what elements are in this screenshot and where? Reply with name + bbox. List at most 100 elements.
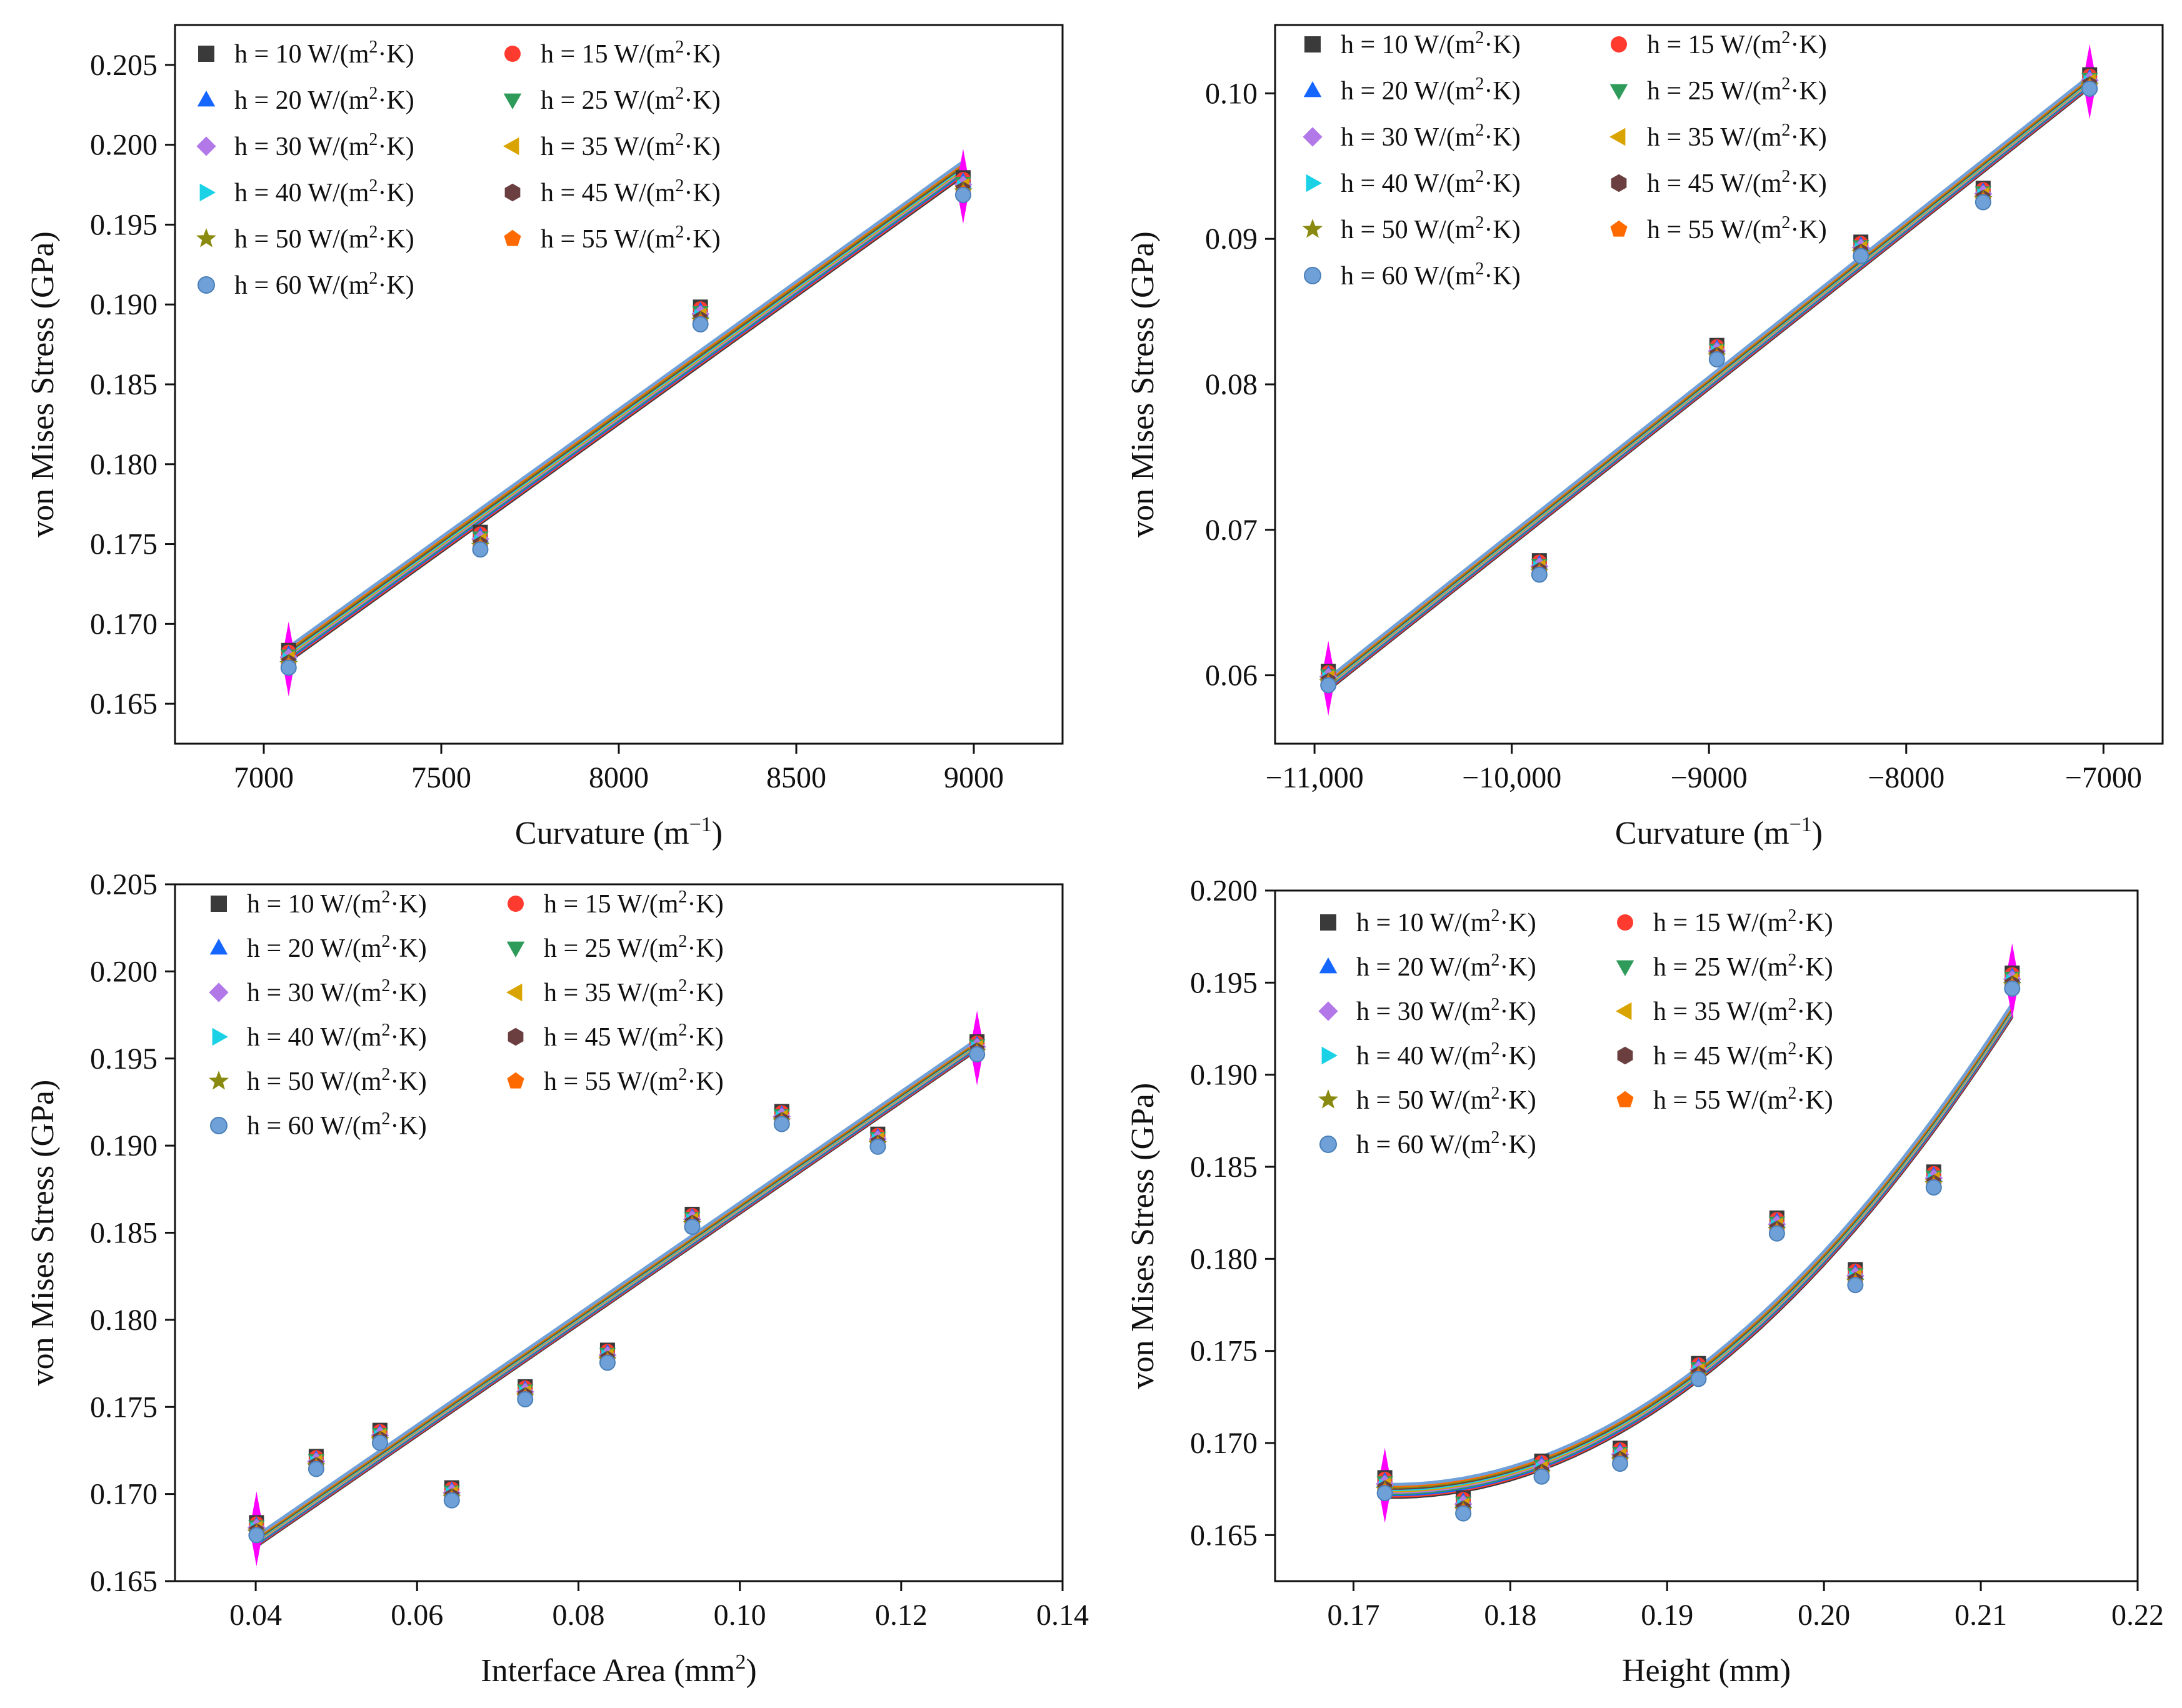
fit-curve-h25 bbox=[1384, 1012, 2014, 1496]
data-point-h60 bbox=[1768, 1225, 1785, 1242]
y-tick-label: 0.175 bbox=[90, 528, 158, 561]
fit-lines bbox=[1384, 1002, 2014, 1499]
legend-label-h60: h = 60 W/(m2·K) bbox=[234, 269, 414, 300]
y-tick-label: 0.180 bbox=[1190, 1242, 1258, 1276]
x-tick-label: 0.08 bbox=[552, 1599, 604, 1632]
legend-label-h40: h = 40 W/(m2·K) bbox=[247, 1021, 427, 1052]
x-tick-label: −10,000 bbox=[1462, 761, 1561, 794]
data-point-h60 bbox=[773, 1116, 790, 1132]
y-tick-label: 0.10 bbox=[1205, 77, 1258, 110]
legend-label-h30: h = 30 W/(m2·K) bbox=[1341, 121, 1521, 152]
legend-label-h50: h = 50 W/(m2·K) bbox=[234, 222, 414, 254]
chart-panel-3: 0.04 0.06 0.08 0.10 0.12 0.14 0.165 0.170 0.175 0… bbox=[25, 868, 1089, 1689]
data-point-h60 bbox=[1533, 1468, 1550, 1485]
star-icon bbox=[196, 228, 217, 247]
data-point-h60 bbox=[1853, 247, 1869, 264]
y-tick-label: 0.165 bbox=[90, 687, 158, 721]
legend-label-h40: h = 40 W/(m2·K) bbox=[234, 176, 414, 207]
legend-label-h45: h = 45 W/(m2·K) bbox=[1653, 1039, 1833, 1071]
data-points bbox=[279, 149, 973, 697]
square-icon bbox=[1320, 914, 1336, 931]
y-axis-title: von Mises Stress (GPa) bbox=[1125, 1083, 1161, 1389]
data-point-h60 bbox=[517, 1391, 534, 1407]
x-tick-label: −9000 bbox=[1671, 761, 1748, 794]
legend-label-h20: h = 20 W/(m2·K) bbox=[234, 84, 414, 115]
sphere-icon bbox=[1319, 1136, 1337, 1153]
y-tick-label: 0.08 bbox=[1205, 368, 1258, 401]
pentagon-icon bbox=[1616, 1091, 1634, 1107]
data-point-h60 bbox=[472, 541, 489, 558]
legend-label-h50: h = 50 W/(m2·K) bbox=[1356, 1084, 1536, 1115]
fit-curve-h30 bbox=[1384, 1011, 2014, 1494]
legend-label-h35: h = 35 W/(m2·K) bbox=[1653, 995, 1833, 1026]
legend-label-h10: h = 10 W/(m2·K) bbox=[1356, 906, 1536, 937]
x-tick-label: 0.04 bbox=[229, 1599, 282, 1632]
diamond-icon bbox=[209, 982, 229, 1002]
legend-label-h10: h = 10 W/(m2·K) bbox=[1341, 28, 1521, 59]
fit-line-h60 bbox=[1326, 74, 2091, 680]
legend: h = 10 W/(m2·K) h = 15 W/(m2·K) h = 20 W/(… bbox=[1302, 28, 1827, 291]
legend-label-h55: h = 55 W/(m2·K) bbox=[541, 222, 721, 254]
x-tick-label: 8500 bbox=[766, 761, 826, 794]
x-tick-label: 0.17 bbox=[1327, 1599, 1379, 1632]
triangle-left-icon bbox=[503, 137, 519, 156]
hexagon-icon bbox=[504, 183, 521, 202]
data-points bbox=[1319, 44, 2099, 716]
fit-curve-h55 bbox=[1384, 1004, 2014, 1487]
star-icon bbox=[1318, 1089, 1339, 1109]
legend-label-h55: h = 55 W/(m2·K) bbox=[1653, 1084, 1833, 1115]
data-point-h60 bbox=[1925, 1179, 1942, 1196]
triangle-up-icon bbox=[1303, 81, 1322, 97]
square-icon bbox=[1304, 36, 1321, 52]
legend-label-h25: h = 25 W/(m2·K) bbox=[541, 84, 721, 115]
y-tick-label: 0.175 bbox=[90, 1391, 158, 1424]
x-tick-label: 0.06 bbox=[391, 1599, 443, 1632]
y-axis-title: von Mises Stress (GPa) bbox=[1125, 231, 1161, 537]
y-tick-label: 0.170 bbox=[1190, 1427, 1258, 1460]
legend: h = 10 W/(m2·K) h = 15 W/(m2·K) h = 20 W/(… bbox=[208, 887, 724, 1141]
pentagon-icon bbox=[507, 1072, 524, 1089]
legend-label-h25: h = 25 W/(m2·K) bbox=[1653, 951, 1833, 982]
triangle-left-icon bbox=[1616, 1002, 1632, 1021]
x-axis-title: Height (mm) bbox=[1622, 1653, 1791, 1689]
x-tick-label: 9000 bbox=[944, 761, 1004, 794]
diamond-icon bbox=[1318, 1001, 1338, 1021]
triangle-down-icon bbox=[1616, 960, 1634, 976]
data-point-h60 bbox=[308, 1461, 324, 1477]
y-tick-label: 0.06 bbox=[1205, 659, 1258, 692]
data-point-h60 bbox=[1708, 351, 1725, 367]
x-tick-label: 0.21 bbox=[1954, 1599, 2007, 1632]
legend-label-h30: h = 30 W/(m2·K) bbox=[234, 130, 414, 161]
y-tick-label: 0.09 bbox=[1205, 222, 1258, 256]
x-axis-title: Curvature (m−1) bbox=[515, 813, 723, 851]
legend-label-h50: h = 50 W/(m2·K) bbox=[247, 1065, 427, 1096]
x-tick-label: 0.12 bbox=[875, 1599, 928, 1632]
fit-line-h60 bbox=[287, 160, 965, 649]
hexagon-icon bbox=[1617, 1046, 1633, 1065]
data-point-h60 bbox=[1974, 194, 1991, 211]
diamond-icon bbox=[1303, 127, 1323, 147]
triangle-left-icon bbox=[506, 983, 523, 1002]
legend-label-h15: h = 15 W/(m2·K) bbox=[1647, 28, 1827, 59]
legend-label-h10: h = 10 W/(m2·K) bbox=[247, 887, 427, 919]
hexagon-icon bbox=[1611, 174, 1627, 192]
data-point-h60 bbox=[1612, 1456, 1628, 1472]
legend-label-h35: h = 35 W/(m2·K) bbox=[1647, 121, 1827, 152]
triangle-down-icon bbox=[1609, 84, 1628, 100]
triangle-right-icon bbox=[212, 1027, 228, 1046]
legend-label-h35: h = 35 W/(m2·K) bbox=[541, 130, 721, 161]
y-tick-label: 0.185 bbox=[1190, 1151, 1258, 1184]
y-tick-label: 0.165 bbox=[1190, 1519, 1258, 1552]
data-point-h60 bbox=[869, 1138, 886, 1155]
y-tick-label: 0.205 bbox=[90, 868, 158, 901]
legend-label-h20: h = 20 W/(m2·K) bbox=[1341, 74, 1521, 106]
y-tick-label: 0.170 bbox=[90, 1478, 158, 1511]
legend-label-h45: h = 45 W/(m2·K) bbox=[544, 1021, 724, 1052]
square-icon bbox=[211, 896, 227, 912]
circle-icon bbox=[508, 896, 524, 912]
data-point-h60 bbox=[1690, 1371, 1707, 1387]
y-tick-label: 0.200 bbox=[90, 955, 158, 988]
sphere-icon bbox=[1304, 267, 1321, 284]
triangle-right-icon bbox=[199, 183, 216, 202]
triangle-up-icon bbox=[1319, 957, 1338, 974]
